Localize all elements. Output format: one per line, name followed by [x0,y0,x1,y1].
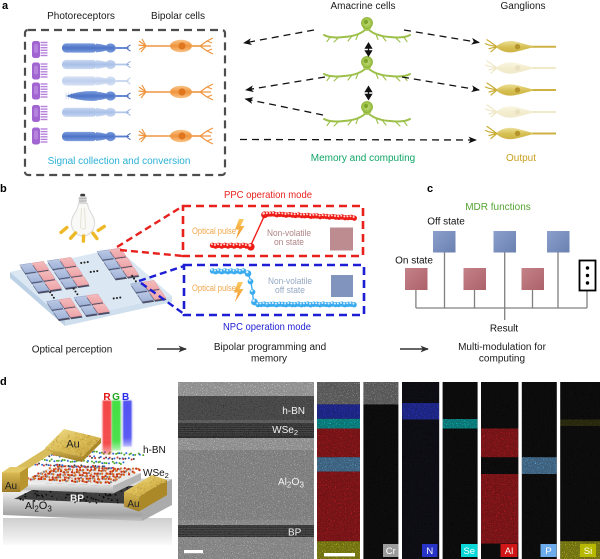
svg-text:N: N [426,546,433,557]
svg-text:R: R [103,392,111,403]
svg-text:NPC operation mode: NPC operation mode [223,322,311,333]
svg-text:Au: Au [5,481,17,492]
svg-text:off state: off state [275,285,305,295]
svg-text:BP: BP [288,528,302,539]
svg-text:Optical pulse: Optical pulse [192,283,236,293]
svg-text:memory: memory [251,354,287,365]
svg-text:Se: Se [463,546,475,557]
svg-text:Multi-modulation for: Multi-modulation for [458,342,546,353]
svg-text:Optical perception: Optical perception [32,345,113,356]
svg-text:MDR functions: MDR functions [465,202,531,213]
svg-text:h-BN: h-BN [282,406,305,417]
svg-text:computing: computing [479,354,525,365]
svg-text:Au: Au [127,499,139,510]
svg-text:on state: on state [274,237,304,247]
svg-text:Cr: Cr [386,546,396,557]
svg-text:G: G [112,392,120,403]
svg-text:On state: On state [395,256,433,267]
svg-text:BP: BP [70,494,84,505]
svg-text:Optical pulse: Optical pulse [192,226,236,236]
svg-text:B: B [122,392,129,403]
svg-text:Al: Al [505,546,513,557]
svg-text:WSe2: WSe2 [143,468,169,480]
svg-text:Au: Au [66,439,79,451]
svg-text:Si: Si [584,546,592,557]
svg-text:P: P [545,546,551,557]
svg-text:h-BN: h-BN [143,445,166,456]
svg-text:Bipolar programming and: Bipolar programming and [214,342,326,353]
svg-text:Off state: Off state [427,217,465,228]
svg-text:PPC operation mode: PPC operation mode [224,190,312,201]
svg-text:Result: Result [490,324,519,335]
